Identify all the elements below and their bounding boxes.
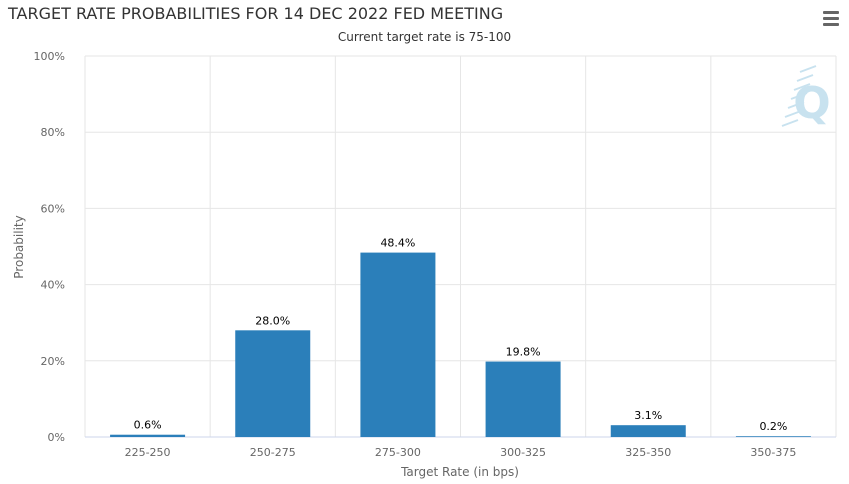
bar-225-250[interactable] [110,434,186,437]
watermark-letter: Q [793,78,830,129]
data-label: 48.4% [380,237,415,250]
x-tick-label: 300-325 [500,446,546,459]
y-tick-label: 100% [34,50,65,63]
watermark-stroke [796,74,814,82]
watermark-stroke [787,101,805,109]
watermark-stroke [793,83,811,91]
x-axis-ticks: 225-250 250-275 275-300 300-325 325-350 350-3… [125,446,797,459]
watermark-stroke [781,119,799,127]
data-label: 19.8% [506,346,541,359]
data-label: 0.6% [134,419,162,432]
x-tick-label: 225-250 [125,446,171,459]
y-tick-label: 0% [48,431,65,444]
bar-350-375[interactable] [735,436,811,437]
bar-325-350[interactable] [610,425,686,437]
y-tick-label: 60% [41,202,65,215]
bar-250-275[interactable] [235,330,311,437]
y-axis-title: Probability [12,215,26,278]
data-label: 0.2% [759,420,787,433]
grid-lines [84,55,837,438]
watermark-stroke [799,65,817,73]
watermark-logo: Q [781,65,831,129]
bar-300-325[interactable] [485,361,561,437]
chart-subtitle: Current target rate is 75-100 [337,30,512,44]
y-axis-ticks: 0% 20% 40% 60% 80% 100% [34,50,65,444]
data-label: 3.1% [634,409,662,422]
chart-title: TARGET RATE PROBABILITIES FOR 14 DEC 202… [8,4,504,23]
data-label: 28.0% [255,314,290,327]
y-tick-label: 80% [41,126,65,139]
x-axis-title: Target Rate (in bps) [400,465,519,479]
x-tick-label: 275-300 [375,446,421,459]
y-tick-label: 20% [41,355,65,368]
x-tick-label: 250-275 [250,446,296,459]
data-labels: 0.6% 28.0% 48.4% 19.8% 3.1% 0.2% [134,237,788,434]
watermark-stroke [784,110,802,118]
watermark-stroke [790,92,808,100]
y-tick-label: 40% [41,279,65,292]
bars [110,252,811,437]
x-tick-label: 325-350 [625,446,671,459]
hamburger-menu-icon[interactable] [818,8,842,28]
x-tick-label: 350-375 [750,446,796,459]
bar-275-300[interactable] [360,252,436,437]
